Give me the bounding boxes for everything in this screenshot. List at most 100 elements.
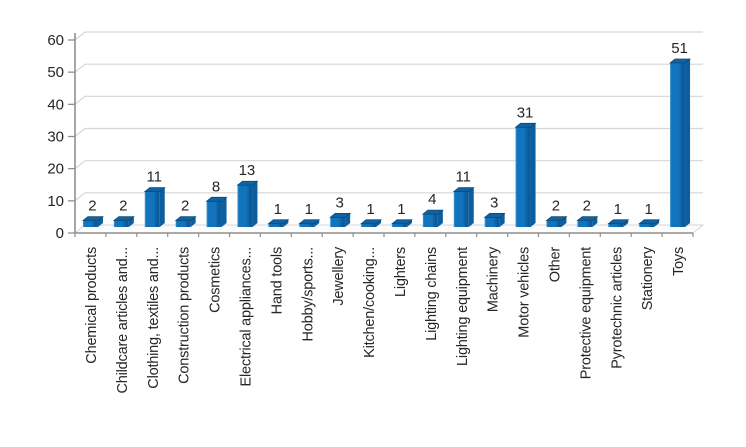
bar-side-face [128, 216, 134, 227]
bar-value-label: 51 [671, 40, 688, 57]
x-axis-category-label: Chemical products [84, 247, 100, 364]
bar [515, 127, 531, 227]
bar-top-face [669, 58, 692, 64]
bar [144, 191, 160, 227]
bar-value-label: 3 [490, 194, 498, 211]
bar [608, 223, 624, 227]
bar-value-label: 2 [119, 198, 127, 215]
x-axis-category-label: Electrical appliances... [238, 247, 254, 386]
bar-value-label: 13 [239, 162, 256, 179]
y-axis-tick-label: 50 [47, 64, 64, 81]
bar-side-face [159, 187, 165, 227]
bar [330, 217, 346, 227]
bar-top-face [112, 216, 135, 221]
bar [361, 223, 377, 227]
bar-side-face [654, 219, 660, 227]
bar [299, 223, 315, 227]
x-axis-category-label: Toys [671, 247, 687, 276]
bar-top-face [205, 196, 228, 202]
y-axis-tick-label: 30 [47, 129, 64, 146]
bar-top-face [576, 216, 599, 221]
bar-value-label: 2 [583, 198, 591, 215]
bar-side-face [97, 216, 103, 227]
bar [175, 220, 191, 227]
bar [391, 223, 407, 227]
bar-value-label: 1 [366, 201, 374, 218]
bar-side-face [314, 219, 320, 227]
bar [268, 223, 284, 227]
y-axis-tick-label: 0 [56, 225, 64, 242]
bar-top-face [514, 122, 537, 128]
bar-top-face [360, 219, 383, 225]
y-axis-tick-label: 40 [47, 96, 64, 113]
x-axis-category-label: Pyrotechnic articles [609, 247, 625, 369]
bar-top-face [81, 216, 104, 221]
bar-top-face [236, 180, 259, 186]
bar-value-label: 4 [428, 191, 436, 208]
gridline-connector [74, 192, 86, 202]
x-axis-category-label: Clothing, textiles and... [146, 247, 162, 389]
bar [206, 201, 222, 227]
bar-top-face [143, 187, 166, 192]
gridline-connector [74, 95, 86, 105]
bar [82, 220, 98, 227]
bar-value-label: 11 [455, 169, 471, 186]
x-axis-category-label: Lighting equipment [455, 247, 471, 366]
bar-value-label: 31 [517, 104, 534, 121]
bar-top-face [390, 219, 413, 225]
x-axis-category-label: Machinery [486, 246, 502, 312]
x-axis-category-label: Jewellery [331, 246, 347, 306]
x-axis-category-label: Kitchen/cooking... [362, 247, 378, 358]
bar-value-label: 1 [274, 201, 282, 218]
bar [577, 220, 593, 227]
x-axis-category-label: Hand tools [269, 247, 285, 314]
bar-side-face [221, 197, 227, 227]
bar [670, 62, 686, 228]
bar-side-face [561, 216, 567, 227]
bar-top-face [421, 209, 444, 215]
bar-side-face [530, 123, 536, 227]
bar-side-face [376, 219, 382, 227]
bar-side-face [685, 58, 691, 228]
bar-value-label: 3 [335, 194, 343, 211]
gridline-connector [74, 63, 86, 73]
bar-top-face [638, 219, 661, 225]
x-axis-category-label: Protective equipment [578, 247, 594, 379]
x-axis-category-label: Lighting chains [424, 247, 440, 341]
bar-side-face [437, 210, 443, 227]
bar-top-face [174, 216, 197, 221]
x-axis-category-label: Stationery [640, 246, 656, 310]
x-axis-category-label: Cosmetics [208, 247, 224, 313]
bar-top-face [267, 219, 290, 225]
bar-value-label: 2 [181, 198, 189, 215]
bar-side-face [406, 219, 412, 227]
bar-side-face [190, 216, 196, 227]
bar-value-label: 8 [212, 178, 220, 195]
x-axis-category-label: Construction products [177, 247, 193, 384]
bar [484, 217, 500, 227]
bar [113, 220, 129, 227]
y-axis-tick-label: 20 [47, 161, 64, 178]
bar [639, 223, 655, 227]
bar-value-label: 2 [552, 198, 560, 215]
x-axis-category-label: Motor vehicles [517, 247, 533, 338]
bar-value-label: 1 [614, 201, 622, 218]
bar-top-face [452, 187, 475, 192]
bar-side-face [592, 216, 598, 227]
bar-value-label: 1 [305, 201, 313, 218]
bar-value-label: 2 [88, 198, 96, 215]
bar-value-label: 1 [397, 201, 405, 218]
x-axis-category-label: Lighters [393, 247, 409, 297]
bar-side-face [623, 219, 629, 227]
y-axis-tick-label: 60 [47, 32, 64, 49]
x-axis-category-label: Hobby/sports... [300, 247, 316, 342]
bar-top-face [607, 219, 630, 225]
x-axis-category-label: Childcare articles and... [115, 247, 131, 394]
gridline-connector [74, 160, 86, 170]
gridline-connector [74, 128, 86, 137]
bar-top-face [329, 213, 352, 218]
bar-top-face [298, 219, 321, 225]
bar-side-face [283, 219, 289, 227]
